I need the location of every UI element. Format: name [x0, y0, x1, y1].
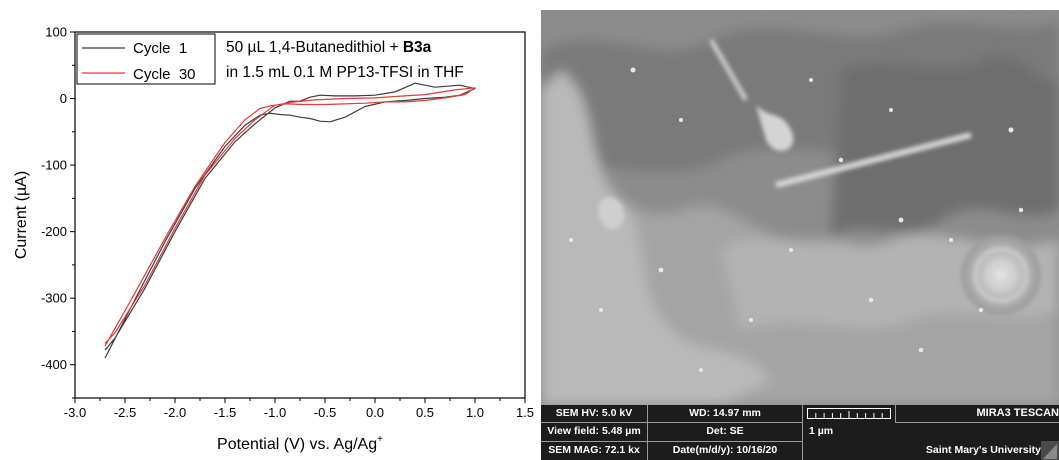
y-tick-label: -300 [41, 291, 67, 306]
series-line-cycle-1 [104, 82, 476, 359]
sem-brand: MIRA3 TESCAN [976, 407, 1059, 419]
tick-layer: -3.0 -2.5 -2.0 -1.5 -1.0 -0.5 0.0 0.5 1.0 1.5 100 0… [41, 25, 534, 421]
x-tick-label: -3.0 [64, 405, 86, 420]
sem-scale-label: 1 µm [809, 425, 834, 437]
x-tick-label: -1.5 [214, 405, 236, 420]
sem-institution: Saint Mary's University [925, 444, 1041, 456]
y-tick-label: -200 [41, 224, 67, 239]
annotation-line-2: in 1.5 mL 0.1 M PP13-TFSI in THF [226, 64, 464, 81]
sem-logo [1041, 441, 1059, 460]
y-axis-title: Current (µA) [13, 171, 30, 259]
x-axis-title-sup: + [377, 434, 383, 445]
sem-micrograph-panel: SEM HV: 5.0 kV WD: 14.97 mm MIRA3 TESCAN… [541, 10, 1059, 460]
databar-divider [647, 405, 648, 460]
databar-divider [802, 405, 803, 460]
x-tick-label: 0.5 [416, 405, 434, 420]
annotation-bold: B3a [403, 39, 432, 56]
y-tick-label: 0 [60, 91, 67, 106]
x-tick-label: -1.0 [264, 405, 286, 420]
y-tick-label: -100 [41, 158, 67, 173]
x-tick-label: -2.0 [164, 405, 186, 420]
sem-data-bar: SEM HV: 5.0 kV WD: 14.97 mm MIRA3 TESCAN… [541, 405, 1059, 460]
legend-label-cycle-1: Cycle 1 [133, 40, 187, 57]
legend-box [76, 33, 216, 85]
sem-wd: WD: 14.97 mm [689, 407, 761, 419]
series-layer [104, 82, 476, 359]
y-tick-label: 100 [45, 25, 67, 40]
sem-micrograph-image [541, 10, 1059, 405]
series-line-cycle-30 [104, 87, 476, 347]
sem-scale-bar [807, 408, 891, 419]
cv-chart: -3.0 -2.5 -2.0 -1.5 -1.0 -0.5 0.0 0.5 1.0 1.5 100 0… [13, 25, 534, 454]
x-tick-label: 1.0 [466, 405, 484, 420]
y-tick-label: -400 [41, 357, 67, 372]
annotation-line-1: 50 µL 1,4-Butanedithiol + B3a [226, 39, 432, 56]
annotation-text: 50 µL 1,4-Butanedithiol + [226, 39, 403, 56]
legend-label-cycle-30: Cycle 30 [133, 66, 196, 83]
x-axis-title-text: Potential (V) vs. Ag/Ag [217, 436, 377, 453]
x-tick-label: -2.5 [114, 405, 136, 420]
databar-divider [541, 422, 802, 423]
x-tick-label: 0.0 [366, 405, 384, 420]
x-tick-label: -0.5 [314, 405, 336, 420]
databar-divider [895, 405, 896, 422]
databar-divider [895, 422, 1059, 423]
sem-detector: Det: SE [706, 425, 744, 437]
x-axis-title: Potential (V) vs. Ag/Ag+ [217, 434, 383, 453]
legend: Cycle 1 Cycle 30 [76, 33, 216, 85]
sem-view-field: View field: 5.48 µm [547, 425, 641, 437]
sem-magnification: SEM MAG: 72.1 kx [548, 444, 640, 456]
sem-date: Date(m/d/y): 10/16/20 [672, 444, 778, 456]
sem-hv: SEM HV: 5.0 kV [555, 407, 633, 419]
plot-frame [74, 31, 526, 399]
databar-divider [541, 441, 802, 442]
x-tick-label: 1.5 [516, 405, 534, 420]
